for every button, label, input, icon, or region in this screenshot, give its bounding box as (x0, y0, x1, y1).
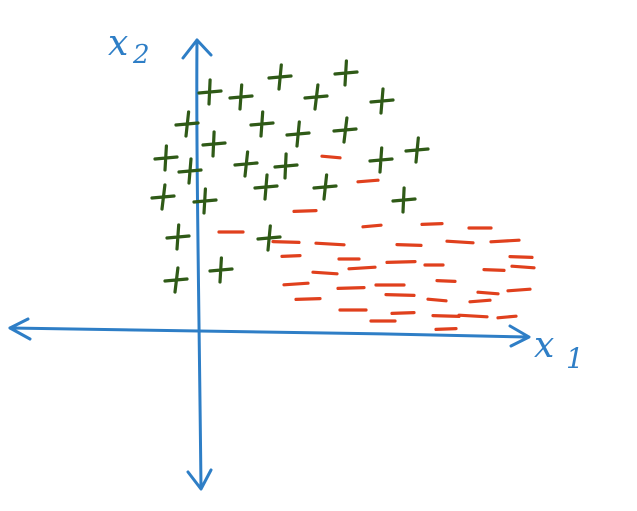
negative-class-marks (217, 154, 536, 331)
minus-mark (420, 222, 444, 226)
x-axis-arrow-right (508, 324, 531, 348)
minus-mark (476, 290, 500, 296)
plus-mark (165, 223, 191, 251)
y-axis-label-subscript: 2 (132, 40, 150, 70)
plus-mark (312, 173, 338, 201)
plus-mark (368, 146, 394, 174)
y-axis-line (195, 38, 203, 490)
minus-mark (445, 239, 475, 245)
minus-mark (385, 260, 417, 264)
plus-mark (303, 83, 329, 111)
minus-mark (294, 297, 322, 301)
plus-mark (267, 63, 293, 91)
x-axis-label-subscript: 1 (566, 342, 584, 375)
minus-mark (434, 327, 458, 331)
plus-mark (163, 266, 189, 294)
axes (8, 38, 531, 491)
minus-mark (395, 243, 423, 247)
minus-mark (506, 287, 532, 293)
minus-mark (271, 240, 301, 244)
minus-mark (320, 154, 342, 160)
plus-mark (174, 110, 200, 138)
minus-mark (314, 241, 346, 247)
minus-mark (356, 178, 380, 184)
minus-mark (482, 268, 506, 272)
minus-mark (508, 255, 534, 259)
x-axis-line (8, 326, 530, 339)
minus-mark (280, 254, 302, 258)
plus-mark (253, 173, 279, 201)
plus-mark (228, 83, 254, 111)
plus-mark (249, 110, 275, 138)
minus-mark (384, 293, 416, 297)
x-axis-label: x 1 (534, 325, 584, 375)
plus-mark (192, 187, 218, 215)
minus-mark (311, 270, 339, 276)
y-axis-arrow-top (181, 38, 213, 60)
y-axis-arrow-bottom (186, 468, 213, 491)
plus-mark (177, 157, 203, 185)
minus-mark (468, 298, 492, 304)
plus-mark (256, 224, 282, 252)
plus-mark (233, 150, 259, 178)
minus-mark (347, 265, 377, 271)
plus-mark (273, 152, 299, 180)
plus-mark (150, 183, 176, 211)
y-axis-label: x 2 (108, 23, 150, 70)
minus-mark (426, 297, 448, 303)
minus-mark (489, 238, 521, 244)
minus-mark (510, 264, 536, 270)
plus-mark (332, 116, 358, 144)
minus-mark (282, 281, 310, 287)
plus-mark (369, 87, 395, 115)
minus-mark (496, 314, 518, 320)
plus-mark (153, 144, 179, 172)
y-axis-label-text: x (108, 23, 128, 64)
plus-mark (333, 59, 359, 87)
plus-mark (404, 136, 430, 164)
plus-mark (285, 120, 311, 148)
minus-mark (336, 286, 366, 290)
plus-mark (391, 186, 417, 214)
x-axis-arrow-left (8, 317, 32, 341)
plus-mark (197, 78, 223, 106)
minus-mark (457, 313, 489, 319)
plus-mark (201, 130, 227, 158)
minus-mark (431, 314, 461, 318)
positive-class-marks (150, 59, 430, 294)
minus-mark (292, 209, 318, 213)
minus-mark (435, 279, 457, 283)
x-axis-label-text: x (534, 325, 554, 366)
minus-mark (390, 311, 416, 315)
plus-mark (208, 256, 234, 284)
minus-mark (361, 223, 383, 229)
